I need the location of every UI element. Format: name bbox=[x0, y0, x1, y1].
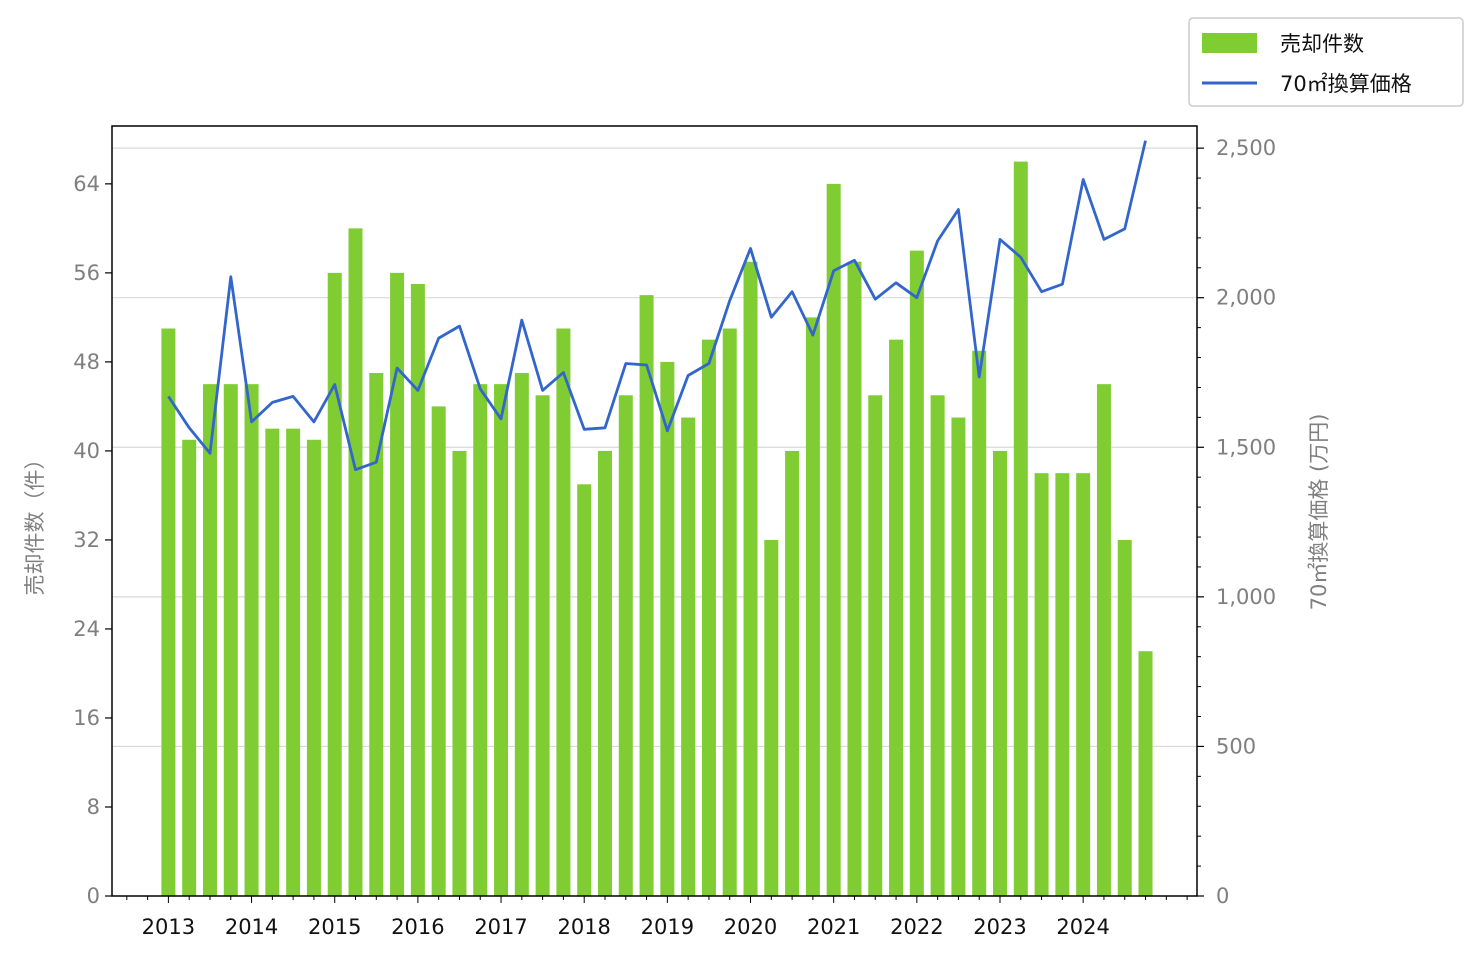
bar-39 bbox=[972, 350, 987, 896]
bar-43 bbox=[1055, 473, 1070, 896]
x-tick-label-6: 2019 bbox=[641, 915, 694, 939]
x-tick-label-5: 2018 bbox=[557, 915, 610, 939]
axes: 0 8 16 24 32 40 48 56 64 0 500 1,000 1,500 2,000 2,500… bbox=[73, 136, 1276, 939]
y-tick-label-4: 32 bbox=[73, 528, 100, 552]
y2-tick-label-1: 500 bbox=[1216, 734, 1256, 758]
bar-25 bbox=[681, 417, 696, 896]
bar-20 bbox=[577, 484, 592, 896]
legend-label-line: 70㎡換算価格 bbox=[1280, 72, 1412, 96]
bar-2 bbox=[202, 384, 217, 896]
bar-17 bbox=[514, 373, 529, 896]
y-tick-label-5: 40 bbox=[73, 439, 100, 463]
x-tick-label-3: 2016 bbox=[391, 915, 444, 939]
legend-label-bar: 売却件数 bbox=[1280, 32, 1364, 56]
bar-41 bbox=[1013, 161, 1028, 896]
bar-13 bbox=[431, 406, 446, 896]
y2-tick-label-2: 1,000 bbox=[1216, 585, 1276, 609]
y-tick-label-7: 56 bbox=[73, 261, 100, 285]
x-tick-label-1: 2014 bbox=[225, 915, 278, 939]
bar-27 bbox=[722, 328, 737, 896]
x-tick-label-10: 2023 bbox=[973, 915, 1026, 939]
y-tick-label-1: 8 bbox=[87, 795, 100, 819]
legend-frame bbox=[1188, 17, 1464, 107]
line-series-price bbox=[167, 140, 1147, 472]
bar-35 bbox=[889, 339, 904, 897]
bar-36 bbox=[909, 250, 924, 897]
bar-33 bbox=[847, 261, 862, 896]
x-tick-label-0: 2013 bbox=[142, 915, 195, 939]
bar-16 bbox=[494, 384, 509, 896]
bar-31 bbox=[805, 317, 820, 896]
bar-1 bbox=[182, 439, 197, 896]
bar-14 bbox=[452, 450, 467, 896]
y-tick-label-6: 48 bbox=[73, 350, 100, 374]
plot-frame bbox=[111, 125, 1198, 897]
y2-tick-label-0: 0 bbox=[1216, 884, 1229, 908]
y-tick-label-8: 64 bbox=[73, 172, 100, 196]
bar-12 bbox=[410, 284, 425, 897]
bar-3 bbox=[223, 384, 238, 896]
bar-34 bbox=[868, 395, 883, 896]
x-tick-label-8: 2021 bbox=[807, 915, 860, 939]
y2-tick-label-4: 2,000 bbox=[1216, 286, 1276, 310]
bar-40 bbox=[993, 450, 1007, 896]
x-tick-label-4: 2017 bbox=[474, 915, 527, 939]
bar-6 bbox=[286, 428, 301, 896]
y-tick-label-2: 16 bbox=[73, 706, 100, 730]
bar-47 bbox=[1138, 651, 1153, 896]
bar-37 bbox=[930, 395, 945, 896]
x-tick-label-11: 2024 bbox=[1056, 915, 1109, 939]
bar-10 bbox=[369, 373, 384, 896]
x-tick-label-9: 2022 bbox=[890, 915, 943, 939]
y-tick-label-3: 24 bbox=[73, 617, 100, 641]
bar-18 bbox=[535, 395, 550, 896]
x-tick-label-7: 2020 bbox=[724, 915, 777, 939]
y-axis-label-right: 70㎡換算価格 (万円) bbox=[1307, 414, 1331, 611]
bar-26 bbox=[701, 339, 716, 897]
y-axis-label-left: 売却件数（件） bbox=[23, 449, 47, 596]
bar-4 bbox=[244, 384, 259, 896]
bar-24 bbox=[660, 361, 675, 896]
bar-29 bbox=[764, 539, 779, 896]
bar-44 bbox=[1076, 473, 1091, 896]
price-line bbox=[167, 140, 1147, 472]
y-tick-label-0: 0 bbox=[87, 884, 100, 908]
bar-21 bbox=[597, 450, 612, 896]
y2-tick-label-3: 1,500 bbox=[1216, 435, 1276, 459]
bar-19 bbox=[556, 328, 571, 896]
bar-9 bbox=[348, 228, 363, 897]
bar-0 bbox=[161, 328, 176, 896]
x-tick-label-2: 2015 bbox=[308, 915, 361, 939]
bar-8 bbox=[327, 272, 342, 896]
bar-series-sales-count bbox=[161, 161, 1153, 897]
bar-42 bbox=[1034, 473, 1049, 896]
bar-23 bbox=[639, 295, 654, 896]
bar-30 bbox=[785, 450, 800, 896]
bar-28 bbox=[743, 261, 758, 896]
bar-15 bbox=[473, 384, 488, 896]
legend: 売却件数 70㎡換算価格 bbox=[1188, 17, 1464, 107]
bar-46 bbox=[1117, 539, 1132, 896]
bar-5 bbox=[265, 428, 280, 896]
bar-22 bbox=[618, 395, 633, 896]
bar-7 bbox=[306, 439, 321, 896]
legend-swatch-bar bbox=[1202, 33, 1257, 53]
y2-tick-label-5: 2,500 bbox=[1216, 136, 1276, 160]
bar-32 bbox=[826, 183, 841, 896]
bar-38 bbox=[951, 417, 966, 896]
bar-45 bbox=[1096, 384, 1111, 896]
bar-11 bbox=[390, 272, 405, 896]
